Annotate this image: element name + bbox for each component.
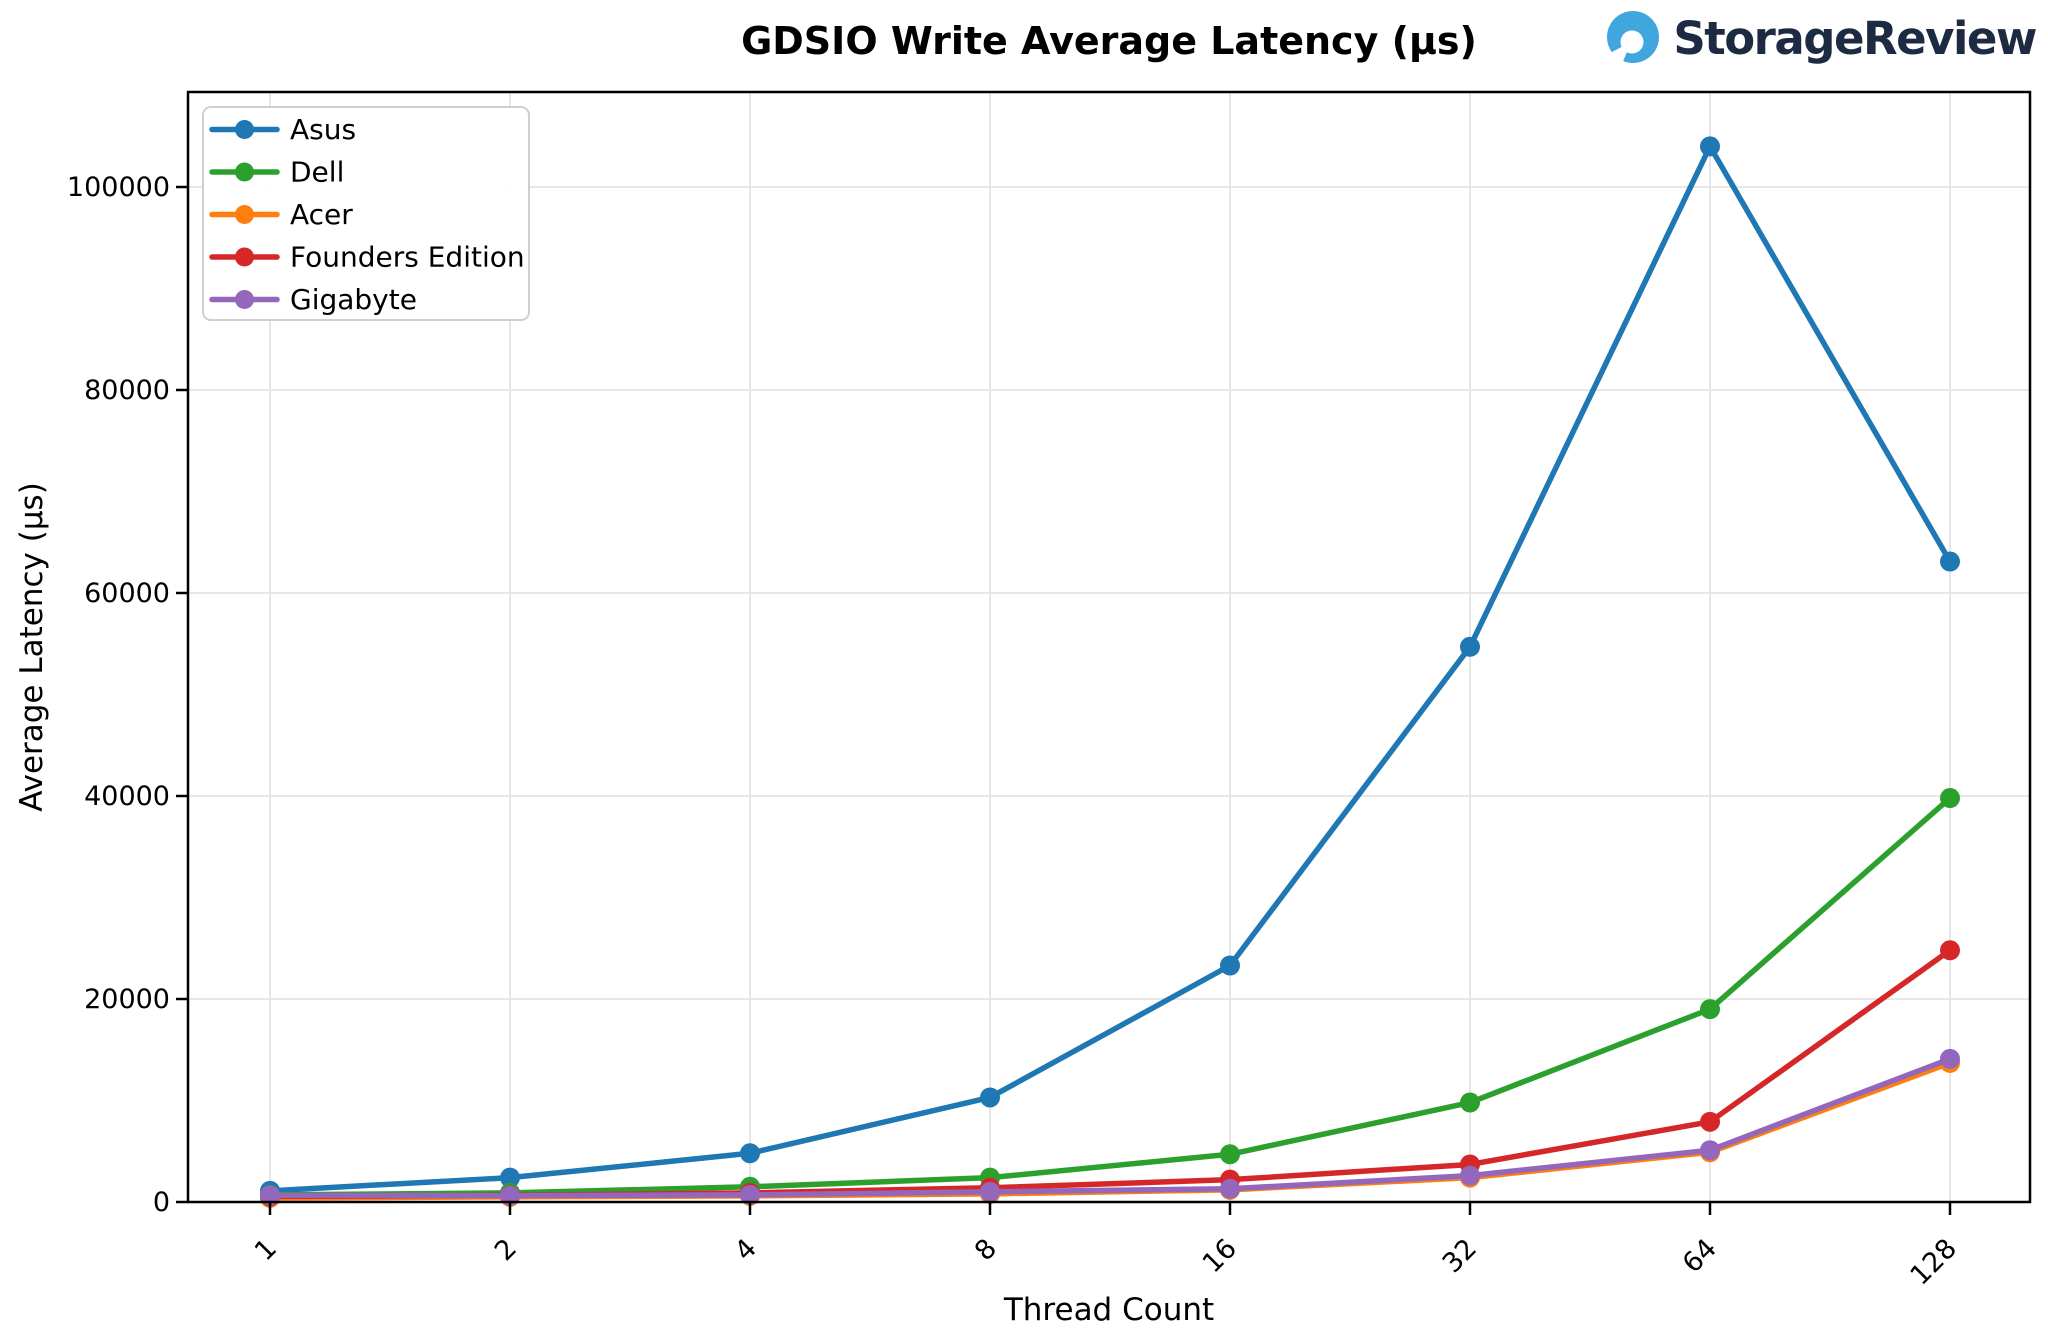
series-point-dell-128 bbox=[1940, 788, 1960, 809]
series-group bbox=[260, 136, 1960, 1208]
legend-swatch-marker-acer bbox=[235, 205, 254, 224]
series-point-asus-16 bbox=[1220, 955, 1240, 976]
x-tick-label-16: 16 bbox=[1197, 1233, 1243, 1279]
series-point-dell-16 bbox=[1220, 1144, 1240, 1165]
series-point-founders-edition-64 bbox=[1700, 1111, 1720, 1132]
series-point-dell-64 bbox=[1700, 999, 1720, 1020]
series-point-founders-edition-128 bbox=[1940, 940, 1960, 961]
series-point-asus-64 bbox=[1700, 136, 1720, 157]
y-tick-label-80000: 80000 bbox=[84, 375, 170, 406]
series-line-dell bbox=[267, 795, 1953, 1198]
legend-label-acer: Acer bbox=[290, 198, 353, 231]
x-tick-label-1: 1 bbox=[249, 1233, 283, 1267]
legend-item-founders-edition: Founders Edition bbox=[209, 241, 525, 274]
series-point-gigabyte-4 bbox=[740, 1184, 760, 1205]
ticks: 1 2 4 8 16 32 64 128 0 20000 40000 60000 80000 100000 bbox=[67, 172, 1963, 1291]
x-tick-label-8: 8 bbox=[969, 1233, 1003, 1267]
y-tick-label-20000: 20000 bbox=[84, 984, 170, 1015]
legend-swatch-marker-founders-edition bbox=[235, 247, 254, 267]
y-tick-label-60000: 60000 bbox=[84, 578, 170, 609]
x-axis-label: Thread Count bbox=[1003, 1292, 1214, 1328]
series-point-gigabyte-128 bbox=[1940, 1048, 1960, 1069]
legend-item-asus: Asus bbox=[209, 113, 356, 146]
legend-swatch-marker-dell bbox=[235, 162, 254, 182]
legend-swatch-marker-asus bbox=[235, 120, 254, 139]
x-tick-label-4: 4 bbox=[729, 1233, 763, 1267]
series-line-asus bbox=[267, 143, 1953, 1194]
x-tick-label-128: 128 bbox=[1905, 1233, 1963, 1291]
x-tick-label-2: 2 bbox=[489, 1233, 523, 1267]
y-tick-label-0: 0 bbox=[153, 1187, 170, 1218]
x-tick-label-64: 64 bbox=[1677, 1233, 1723, 1279]
series-point-asus-128 bbox=[1940, 551, 1960, 572]
series-point-gigabyte-1 bbox=[260, 1185, 280, 1206]
legend-item-acer: Acer bbox=[209, 198, 353, 231]
series-point-asus-8 bbox=[980, 1087, 1000, 1108]
y-tick-label-40000: 40000 bbox=[84, 781, 170, 812]
series-point-asus-4 bbox=[740, 1143, 760, 1164]
storagereview-logo: StorageReview bbox=[1606, 10, 2037, 66]
y-tick-label-100000: 100000 bbox=[67, 172, 170, 203]
legend-item-dell: Dell bbox=[209, 156, 344, 189]
legend-label-asus: Asus bbox=[290, 113, 356, 146]
storagereview-logo-text: StorageReview bbox=[1673, 11, 2037, 65]
y-axis-label: Average Latency (μs) bbox=[14, 482, 50, 812]
series-point-asus-2 bbox=[500, 1167, 520, 1188]
storagereview-circle-icon bbox=[1607, 11, 1660, 64]
legend-item-gigabyte: Gigabyte bbox=[209, 283, 417, 316]
series-point-gigabyte-16 bbox=[1220, 1178, 1240, 1199]
legend-label-founders-edition: Founders Edition bbox=[290, 241, 525, 274]
plot-frame bbox=[186, 90, 2032, 1204]
series-point-gigabyte-64 bbox=[1700, 1140, 1720, 1161]
series-line-gigabyte bbox=[267, 1056, 1953, 1199]
x-tick-label-32: 32 bbox=[1437, 1233, 1483, 1279]
series-point-dell-32 bbox=[1460, 1092, 1480, 1113]
series-point-gigabyte-2 bbox=[500, 1185, 520, 1206]
series-point-asus-32 bbox=[1460, 636, 1480, 657]
series-line-founders-edition bbox=[267, 947, 1953, 1200]
legend-label-dell: Dell bbox=[290, 156, 344, 189]
legend-swatch-marker-gigabyte bbox=[235, 290, 254, 309]
legend: Asus Dell Acer Founders Edition Gigabyte bbox=[202, 106, 530, 321]
chart-title: GDSIO Write Average Latency (μs) bbox=[741, 19, 1477, 63]
legend-box bbox=[202, 106, 530, 321]
series-point-gigabyte-8 bbox=[980, 1181, 1000, 1202]
series-point-gigabyte-32 bbox=[1460, 1165, 1480, 1186]
legend-label-gigabyte: Gigabyte bbox=[290, 283, 417, 316]
